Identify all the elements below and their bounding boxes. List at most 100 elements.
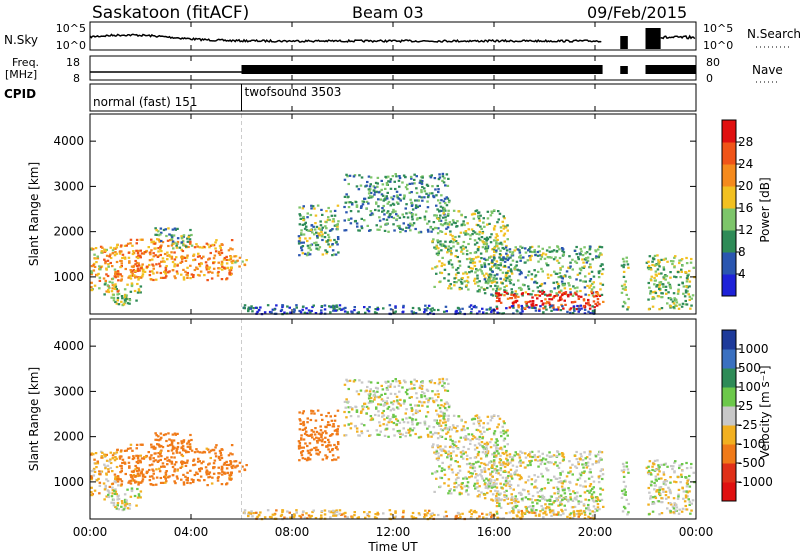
power-echo — [141, 238, 144, 241]
power-echo — [97, 272, 100, 275]
velocity-echo — [473, 482, 477, 485]
velocity-echo — [254, 511, 258, 514]
velocity-echo — [508, 484, 511, 487]
power-echo — [531, 296, 534, 299]
velocity-echo — [485, 477, 488, 480]
power-echo — [569, 265, 572, 268]
velocity-echo — [372, 390, 375, 393]
power-echo — [645, 261, 649, 264]
velocity-echo — [509, 483, 513, 487]
power-echo — [206, 243, 210, 246]
velocity-echo — [530, 478, 534, 481]
power-echo — [100, 250, 104, 253]
velocity-echo — [168, 475, 171, 478]
power-echo — [406, 216, 410, 219]
velocity-echo — [182, 481, 186, 484]
power-echo — [328, 229, 332, 232]
power-echo — [478, 260, 482, 263]
velocity-echo — [301, 412, 305, 415]
velocity-echo — [517, 500, 520, 503]
power-echo — [205, 264, 209, 267]
velocity-echo — [465, 484, 469, 487]
velocity-echo — [495, 438, 498, 441]
velocity-echo — [364, 516, 367, 519]
velocity-echo — [595, 500, 598, 503]
power-echo — [563, 284, 566, 287]
velocity-echo — [315, 446, 318, 449]
power-echo — [159, 245, 162, 248]
power-echo — [230, 266, 233, 269]
velocity-echo — [569, 470, 572, 473]
power-echo — [182, 276, 186, 279]
power-echo — [621, 257, 625, 260]
power-echo — [541, 289, 544, 292]
velocity-echo — [600, 458, 603, 461]
power-echo — [175, 270, 179, 273]
velocity-echo — [653, 481, 656, 484]
power-echo — [165, 234, 168, 238]
velocity-echo — [544, 510, 547, 513]
power-echo — [387, 216, 390, 219]
power-echo — [512, 306, 515, 309]
power-echo — [674, 304, 677, 307]
velocity-echo — [673, 504, 676, 507]
velocity-echo — [504, 431, 508, 434]
velocity-echo — [497, 447, 501, 450]
power-echo — [438, 209, 441, 212]
velocity-echo — [382, 404, 385, 407]
velocity-echo — [589, 468, 592, 471]
power-echo — [498, 299, 501, 303]
velocity-echo — [478, 424, 481, 427]
power-echo — [304, 221, 307, 224]
velocity-echo — [387, 435, 390, 438]
power-echo — [205, 242, 209, 245]
power-echo — [559, 296, 562, 299]
velocity-echo — [501, 462, 505, 465]
velocity-echo — [455, 473, 458, 476]
power-echo — [585, 261, 589, 264]
power-echo — [176, 264, 179, 267]
power-echo — [662, 283, 665, 286]
power-echo — [193, 246, 197, 249]
power-echo — [506, 229, 509, 232]
velocity-echo — [651, 496, 655, 499]
velocity-echo — [442, 386, 446, 389]
velocity-echo — [331, 448, 334, 451]
velocity-echo — [233, 460, 236, 463]
velocity-echo — [247, 515, 250, 518]
power-echo — [492, 227, 496, 230]
power-echo — [152, 267, 155, 270]
power-echo — [531, 300, 535, 303]
velocity-echo — [571, 499, 575, 502]
power-echo — [503, 290, 507, 294]
power-echo — [462, 220, 465, 223]
power-echo — [576, 273, 580, 276]
velocity-echo — [366, 512, 369, 516]
power-echo — [620, 284, 624, 287]
power-echo — [346, 175, 349, 178]
power-echo — [320, 235, 324, 238]
velocity-echo — [218, 449, 222, 452]
power-echo — [529, 300, 532, 303]
velocity-echo — [556, 487, 560, 490]
velocity-echo — [664, 490, 668, 493]
power-echo — [133, 289, 137, 293]
velocity-echo — [347, 406, 350, 409]
power-echo — [347, 206, 351, 209]
power-echo — [418, 181, 422, 184]
power-echo — [92, 262, 96, 265]
power-echo — [623, 283, 626, 286]
velocity-echo — [170, 449, 174, 452]
power-echo — [343, 229, 346, 232]
velocity-echo — [654, 496, 658, 500]
power-echo — [407, 226, 411, 229]
velocity-echo — [688, 474, 691, 478]
power-echo — [575, 290, 579, 293]
power-echo — [111, 281, 114, 284]
velocity-echo — [220, 448, 223, 451]
power-echo — [563, 287, 567, 290]
power-echo — [433, 308, 436, 312]
velocity-echo — [426, 405, 429, 408]
power-echo — [114, 300, 117, 304]
power-echo — [151, 258, 154, 261]
